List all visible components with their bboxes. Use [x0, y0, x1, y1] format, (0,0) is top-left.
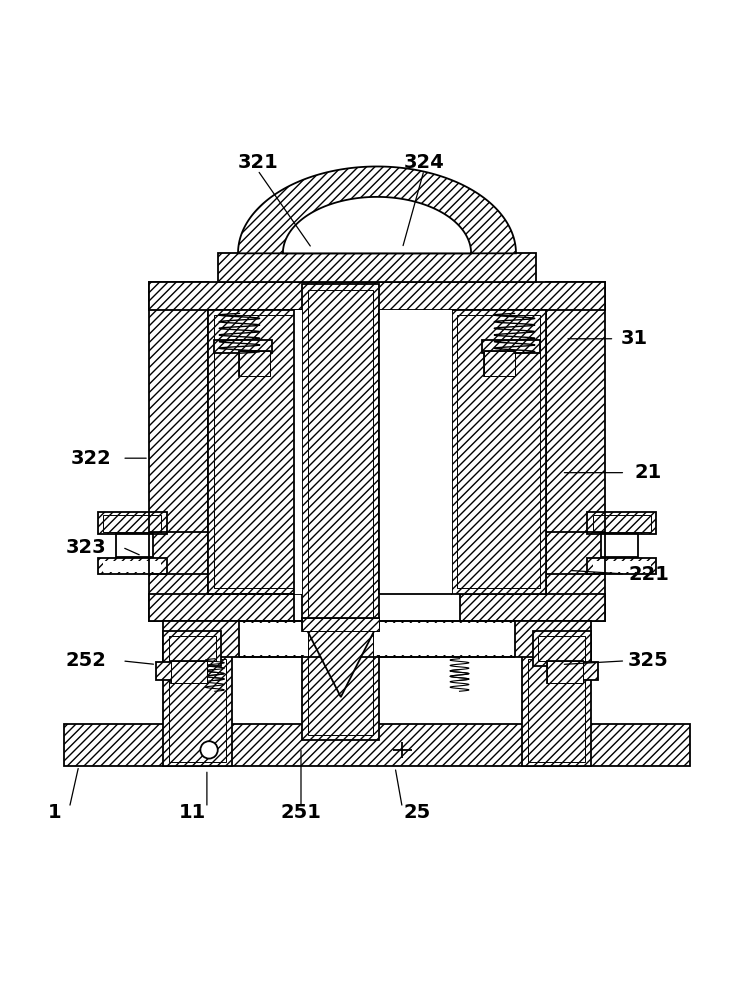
Circle shape	[201, 741, 218, 759]
Bar	[528, 658, 585, 762]
Bar	[538, 636, 585, 661]
Bar	[522, 653, 590, 766]
Bar	[170, 661, 207, 682]
Bar	[484, 351, 514, 376]
Text: 25: 25	[403, 804, 431, 823]
Bar	[582, 662, 598, 680]
Bar	[587, 513, 656, 534]
Polygon shape	[238, 166, 516, 253]
Bar	[302, 285, 379, 740]
Bar	[164, 622, 590, 657]
Bar	[602, 534, 638, 558]
Bar	[103, 561, 161, 572]
Bar	[308, 290, 373, 735]
Text: 321: 321	[238, 153, 278, 172]
Bar	[587, 558, 656, 574]
Bar	[103, 515, 161, 532]
Bar	[294, 310, 302, 594]
Bar	[64, 724, 690, 766]
Bar	[98, 513, 167, 534]
Bar	[532, 631, 590, 666]
Bar	[482, 341, 540, 354]
Text: 21: 21	[635, 463, 662, 482]
Text: 11: 11	[179, 804, 206, 823]
Bar	[460, 594, 605, 622]
Text: 323: 323	[66, 538, 106, 557]
Text: 325: 325	[628, 651, 669, 670]
Bar	[164, 653, 232, 766]
Bar	[552, 664, 578, 679]
Bar	[302, 619, 379, 631]
Bar	[149, 282, 208, 622]
Bar	[169, 658, 226, 762]
Text: 31: 31	[621, 330, 648, 349]
Bar	[458, 315, 540, 589]
Bar	[546, 282, 605, 622]
Bar	[458, 315, 540, 589]
Bar	[240, 351, 270, 376]
Bar	[169, 636, 216, 661]
Text: 221: 221	[628, 565, 669, 584]
Bar	[214, 341, 272, 354]
Bar	[240, 351, 270, 376]
Bar	[547, 661, 584, 682]
Text: 252: 252	[66, 651, 106, 670]
Bar	[164, 631, 222, 666]
Polygon shape	[302, 622, 379, 697]
Text: 1: 1	[48, 804, 62, 823]
Bar	[176, 664, 202, 679]
Bar	[452, 310, 546, 594]
Bar	[98, 558, 167, 574]
Bar	[116, 534, 152, 558]
Bar	[214, 315, 296, 589]
Bar	[240, 623, 514, 655]
Bar	[379, 310, 452, 594]
Bar	[484, 351, 514, 376]
Bar	[593, 515, 651, 532]
Bar	[169, 636, 216, 661]
Bar	[218, 253, 536, 282]
Polygon shape	[283, 197, 471, 253]
Bar	[103, 515, 161, 532]
Bar	[302, 619, 379, 631]
Bar	[538, 636, 585, 661]
Text: 322: 322	[71, 448, 112, 468]
Bar	[214, 315, 296, 589]
Bar	[547, 661, 584, 682]
Bar	[156, 662, 172, 680]
Bar	[593, 561, 651, 572]
Bar	[208, 310, 546, 594]
Bar	[593, 515, 651, 532]
Bar	[149, 594, 294, 622]
Text: 324: 324	[403, 153, 444, 172]
Text: 251: 251	[280, 804, 321, 823]
Bar	[149, 282, 605, 310]
Bar	[528, 658, 585, 762]
Bar	[208, 310, 302, 594]
Bar	[169, 658, 226, 762]
Bar	[170, 661, 207, 682]
Bar	[308, 290, 373, 735]
